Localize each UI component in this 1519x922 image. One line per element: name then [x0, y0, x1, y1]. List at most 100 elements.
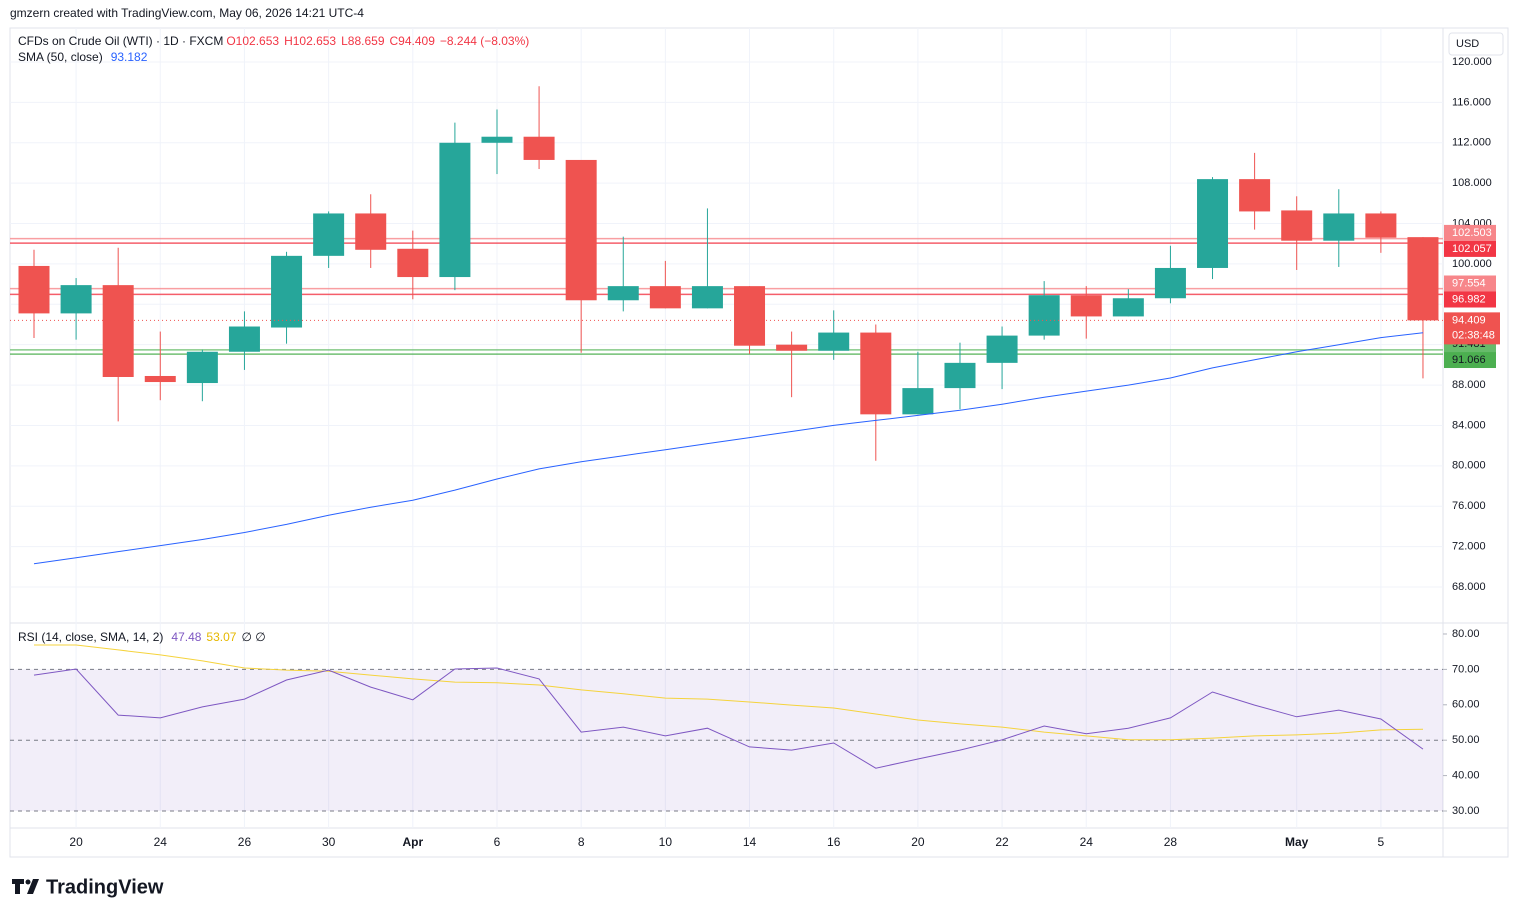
candle-body: [271, 255, 303, 328]
level-label: 97.554: [1452, 277, 1486, 289]
y-tick-label: 112.000: [1452, 137, 1491, 149]
candle-body: [439, 142, 471, 278]
candle-body: [1281, 210, 1313, 241]
candle-body: [649, 286, 681, 309]
level-label-box: [1444, 240, 1496, 257]
y-tick-label: 68.000: [1452, 581, 1486, 593]
ohlc-value: O102.653: [226, 34, 279, 48]
y-tick-label: 80.000: [1452, 460, 1486, 472]
candle-body: [1323, 213, 1355, 241]
x-tick-label: 5: [1378, 835, 1385, 849]
x-tick-label: 6: [494, 835, 501, 849]
y-tick-label: 88.000: [1452, 379, 1486, 391]
logo-part: [12, 879, 24, 894]
rsi-sma-line: [34, 644, 1424, 741]
candle-body: [1197, 179, 1229, 268]
rsi-tick-label: 50.00: [1452, 734, 1480, 746]
legend-rsi: RSI (14, close, SMA, 14, 2) 47.48 53.07 ∅ ∅: [18, 630, 266, 644]
x-tick-label: 24: [154, 835, 168, 849]
candle-body: [60, 285, 92, 314]
rsi-tick-label: 30.00: [1452, 805, 1480, 817]
candle-body: [102, 285, 134, 377]
y-tick-label: 108.000: [1452, 177, 1492, 189]
x-tick-label: 24: [1080, 835, 1094, 849]
x-tick-label: 28: [1164, 835, 1178, 849]
x-tick-label: 20: [69, 835, 83, 849]
symbol: CFDs on Crude Oil (WTI) · 1D · FXCM: [18, 34, 223, 48]
candle-body: [1239, 179, 1271, 212]
candle-body: [523, 136, 555, 160]
y-tick-label: 72.000: [1452, 540, 1486, 552]
last-price-label: 94.409: [1452, 314, 1486, 326]
level-label: 102.503: [1452, 227, 1492, 239]
sma-name: SMA (50, close): [18, 50, 103, 64]
logo-part: [25, 879, 31, 885]
x-tick-label: 14: [743, 835, 757, 849]
candle-body: [1070, 295, 1102, 317]
rsi-value: 47.48: [171, 630, 201, 644]
candle-body: [1407, 237, 1439, 321]
candle-body: [1365, 213, 1397, 238]
level-label: 102.057: [1452, 243, 1492, 255]
level-label: 91.066: [1452, 354, 1486, 366]
candle-body: [902, 388, 934, 415]
logo-part: [27, 879, 39, 894]
y-tick-label: 116.000: [1452, 96, 1491, 108]
ohlc-value: L88.659: [341, 34, 385, 48]
ohlc-value: −8.244 (−8.03%): [440, 34, 529, 48]
candle-body: [818, 332, 850, 351]
sma-line: [33, 332, 1424, 565]
candle-body: [734, 286, 766, 346]
x-tick-label: 22: [995, 835, 1009, 849]
candle-body: [313, 213, 345, 256]
candle-body: [607, 286, 639, 301]
frame: [9, 27, 1509, 858]
level-label-box: [1444, 352, 1496, 369]
candle-body: [944, 362, 976, 389]
currency-box[interactable]: [1448, 32, 1504, 56]
candle-body: [228, 326, 260, 352]
sma-value: 93.182: [111, 50, 148, 64]
last-price-box: [1444, 312, 1500, 345]
ohlc-value: C94.409: [390, 34, 436, 48]
level-label-box: [1444, 275, 1496, 292]
brand-logo: TradingView: [12, 876, 164, 898]
ohlc-value: H102.653: [284, 34, 336, 48]
candle-body: [18, 265, 50, 314]
level-label-box: [1444, 291, 1496, 308]
candle-body: [144, 375, 176, 383]
candle-body: [397, 248, 429, 278]
rsi-name: RSI (14, close, SMA, 14, 2): [18, 630, 163, 644]
x-tick-label: 16: [827, 835, 841, 849]
candle-body: [355, 213, 387, 250]
x-tick-label: May: [1285, 835, 1309, 849]
y-tick-label: 76.000: [1452, 500, 1486, 512]
x-tick-label: 30: [322, 835, 336, 849]
legend-sma: SMA (50, close) 93.182: [18, 50, 148, 64]
rsi-tick-label: 40.00: [1452, 770, 1480, 782]
attribution: gmzern created with TradingView.com, May…: [10, 6, 364, 20]
y-tick-label: 100.000: [1452, 258, 1492, 270]
rsi-tick-label: 60.00: [1452, 699, 1480, 711]
y-tick-label: 84.000: [1452, 419, 1486, 431]
x-tick-label: Apr: [402, 835, 423, 849]
rsi-tick-label: 70.00: [1452, 663, 1480, 675]
candle-body: [565, 159, 597, 301]
rsi-line: [33, 667, 1424, 769]
candle-body: [776, 344, 808, 351]
candle-body: [481, 136, 513, 143]
candle-body: [186, 351, 218, 384]
rsi-extra: ∅ ∅: [241, 630, 265, 644]
y-tick-label: 120.000: [1452, 56, 1492, 68]
candle-body: [860, 332, 892, 415]
currency[interactable]: USD: [1456, 38, 1479, 50]
candle-body: [1028, 295, 1060, 336]
level-label-box: [1444, 224, 1496, 241]
legend-symbol: CFDs on Crude Oil (WTI) · 1D · FXCM O102.…: [18, 34, 529, 48]
rsi-tick-label: 80.00: [1452, 628, 1480, 640]
candle-body: [1154, 267, 1186, 299]
x-tick-label: 8: [578, 835, 585, 849]
x-tick-label: 20: [911, 835, 925, 849]
countdown: 02:38:48: [1452, 329, 1495, 341]
